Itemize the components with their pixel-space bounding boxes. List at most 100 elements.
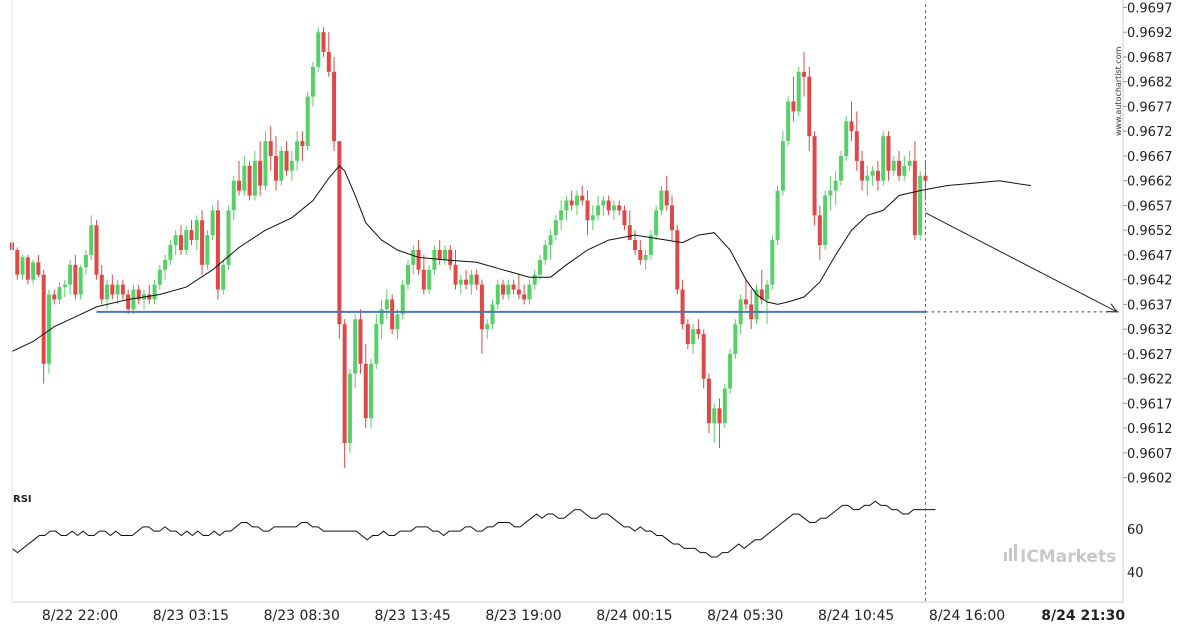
candle-body: [865, 175, 870, 181]
candle-body: [823, 195, 828, 246]
time-tick-label: 8/24 05:30: [707, 608, 783, 624]
candle-body: [126, 294, 131, 310]
candle-body: [664, 190, 669, 206]
candle-body: [733, 324, 738, 354]
moving-average-line: [11, 165, 1032, 352]
candle-body: [15, 249, 20, 275]
candle-body: [442, 249, 447, 260]
candle-body: [252, 160, 257, 196]
candle-body: [99, 274, 104, 300]
candle-body: [622, 210, 627, 226]
price-tick-label: 0.9622: [1127, 373, 1173, 388]
candle-body: [701, 334, 706, 379]
candle-body: [643, 254, 648, 260]
candle-body: [178, 235, 183, 250]
candle-body: [263, 141, 268, 186]
candle-body: [685, 324, 690, 345]
candle-body: [200, 220, 205, 265]
candle-body: [601, 200, 606, 206]
candle-body: [131, 289, 136, 310]
candle-body: [363, 363, 368, 419]
candle-body: [765, 284, 770, 300]
candle-body: [390, 299, 395, 330]
rsi-panel: [11, 500, 936, 558]
candle-body: [25, 257, 30, 280]
candle-body: [775, 190, 780, 241]
candle-body: [289, 160, 294, 171]
candle-body: [511, 284, 516, 290]
candle-body: [152, 284, 157, 300]
candle-body: [411, 249, 416, 265]
candle-body: [20, 257, 25, 275]
candle-body: [110, 284, 115, 295]
candle-body: [817, 215, 822, 246]
candle-body: [464, 279, 469, 285]
candle-body: [659, 190, 664, 211]
candle-body: [606, 200, 611, 211]
candle-body: [802, 71, 806, 77]
candle-body: [501, 284, 506, 295]
candle-body: [479, 284, 484, 330]
logo-bar-3: [1014, 544, 1017, 561]
candle-body: [627, 225, 632, 241]
candle-body: [321, 32, 326, 53]
candle-body: [342, 324, 347, 443]
candle-body: [680, 289, 685, 325]
candle-body: [918, 175, 923, 236]
candle-body: [611, 205, 616, 211]
price-tick-label: 0.9687: [1127, 51, 1173, 66]
candle-body: [580, 195, 585, 201]
candle-body: [83, 254, 88, 268]
candle-body: [870, 170, 875, 176]
candle-body: [120, 284, 125, 295]
candle-body: [490, 304, 495, 325]
candle-body: [648, 235, 653, 255]
candle-body: [875, 170, 880, 181]
candle-body: [353, 319, 358, 374]
candle-body: [759, 289, 764, 300]
candle-body: [78, 267, 83, 295]
candle-body: [295, 141, 300, 161]
candle-body: [712, 408, 717, 424]
candle-body: [844, 121, 849, 156]
candle-body: [369, 363, 374, 419]
candle-body: [41, 274, 46, 364]
candle-body: [194, 220, 199, 241]
candle-body: [543, 245, 548, 260]
price-tick-label: 0.9652: [1127, 224, 1173, 239]
candle-body: [495, 284, 500, 305]
candle-body: [854, 131, 859, 161]
candle-body: [89, 225, 94, 255]
price-tick-label: 0.9612: [1127, 422, 1173, 437]
candle-body: [332, 71, 337, 142]
candle-body: [384, 299, 389, 310]
candle-body: [891, 160, 896, 171]
candle-body: [596, 205, 601, 216]
candle-body: [210, 210, 215, 236]
candle-body: [448, 249, 453, 265]
candle-body: [395, 314, 400, 330]
price-tick-label: 0.9642: [1127, 274, 1173, 289]
price-tick-label: 0.9602: [1127, 472, 1173, 487]
candle-body: [221, 264, 226, 290]
candle-body: [274, 155, 278, 181]
candle-body: [73, 264, 78, 295]
candle-body: [485, 324, 490, 330]
rsi-tick-label: 60: [1127, 523, 1144, 538]
candle-body: [796, 71, 801, 112]
candle-body: [279, 150, 284, 181]
candle-body: [506, 284, 511, 295]
candle-body: [585, 200, 590, 221]
candle-body: [453, 264, 458, 285]
candle-body: [532, 274, 537, 285]
forecast-arrow-head: [1106, 303, 1119, 313]
time-tick-label: 8/22 22:00: [42, 608, 118, 624]
candle-body: [860, 160, 865, 181]
candle-body: [115, 284, 120, 295]
rsi-label: RSI: [13, 494, 32, 505]
candle-body: [654, 210, 659, 236]
candle-body: [205, 235, 210, 265]
time-tick-label: 8/23 19:00: [485, 608, 561, 624]
candle-body: [754, 289, 759, 320]
candle-body: [31, 262, 36, 280]
